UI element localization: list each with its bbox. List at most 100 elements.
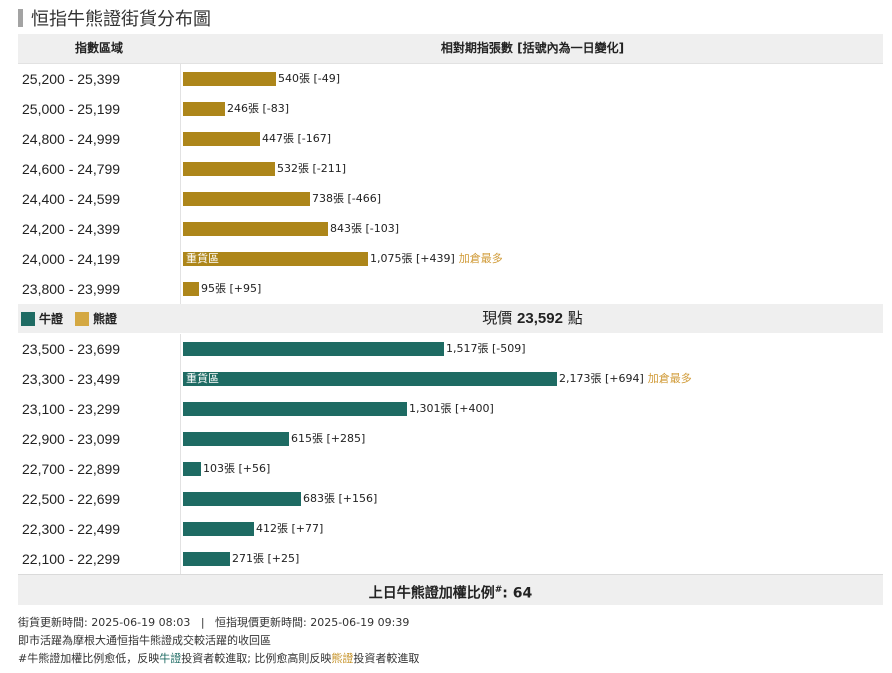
value-text: 412張 [+77] — [256, 522, 324, 535]
most-added-label: 加倉最多 — [647, 372, 692, 385]
range-label: 23,500 - 23,699 — [22, 341, 121, 357]
bear-bar[interactable] — [183, 192, 310, 206]
current-price-bar: 牛證 熊證 現價 23,592 點 — [18, 304, 883, 333]
range-label: 25,200 - 25,399 — [22, 71, 121, 87]
price-suffix: 點 — [567, 309, 583, 327]
bull-bar[interactable] — [183, 492, 301, 506]
value-label: 1,301張 [+400] — [409, 402, 494, 416]
bull-bar[interactable] — [183, 342, 444, 356]
price-prefix: 現價 — [482, 309, 513, 327]
value-text: 246張 [-83] — [227, 102, 290, 115]
bull-bar[interactable]: 重貨區 — [183, 372, 557, 386]
notes: 街貨更新時間: 2025-06-19 08:03 | 恒指現價更新時間: 202… — [18, 614, 419, 668]
note-ratio-c: 投資者較進取 — [353, 652, 420, 665]
bear-bar[interactable] — [183, 72, 276, 86]
note-ratio: #牛熊證加權比例愈低，反映牛證投資者較進取; 比例愈高則反映熊證投資者較進取 — [18, 650, 419, 668]
table-header: 指數區域 相對期指張數 [括號內為一日變化] — [18, 34, 883, 64]
value-label: 1,075張 [+439] 加倉最多 — [370, 252, 503, 266]
legend-bear-swatch — [75, 311, 90, 326]
bull-bar[interactable] — [183, 432, 289, 446]
range-label: 23,300 - 23,499 — [22, 371, 121, 387]
value-text: 540張 [-49] — [278, 72, 341, 85]
bear-bar[interactable]: 重貨區 — [183, 252, 368, 266]
note-ratio-bear: 熊證 — [331, 652, 354, 665]
bull-bar[interactable] — [183, 402, 407, 416]
bear-row: 24,000 - 24,199 重貨區 1,075張 [+439] 加倉最多 — [18, 244, 883, 274]
range-label: 22,100 - 22,299 — [22, 551, 121, 567]
value-label: 412張 [+77] — [256, 522, 323, 536]
bear-row: 24,200 - 24,399 843張 [-103] — [18, 214, 883, 244]
bear-bar[interactable] — [183, 162, 275, 176]
column-divider — [180, 514, 181, 544]
range-label: 24,800 - 24,999 — [22, 131, 121, 147]
value-text: 1,301張 [+400] — [409, 402, 494, 415]
value-text: 271張 [+25] — [232, 552, 300, 565]
value-label: 843張 [-103] — [330, 222, 399, 236]
most-added-label: 加倉最多 — [458, 252, 503, 265]
header-quantity: 相對期指張數 [括號內為一日變化] — [440, 41, 625, 55]
value-label: 540張 [-49] — [278, 72, 340, 86]
heavy-zone-label: 重貨區 — [186, 372, 219, 385]
weighted-ratio-label: 上日牛熊證加權比例 — [368, 585, 495, 602]
weighted-ratio: 上日牛熊證加權比例#: 64 — [18, 574, 883, 605]
value-label: 2,173張 [+694] 加倉最多 — [559, 372, 692, 386]
bear-bar[interactable] — [183, 132, 260, 146]
column-divider — [180, 154, 181, 184]
range-label: 24,200 - 24,399 — [22, 221, 121, 237]
note-ratio-b: 投資者較進取; 比例愈高則反映 — [181, 652, 332, 665]
bear-row: 23,800 - 23,999 95張 [+95] — [18, 274, 883, 304]
column-divider — [180, 484, 181, 514]
bull-bar[interactable] — [183, 522, 254, 536]
value-label: 95張 [+95] — [201, 282, 261, 296]
bear-row: 25,200 - 25,399 540張 [-49] — [18, 64, 883, 94]
bear-row: 24,800 - 24,999 447張 [-167] — [18, 124, 883, 154]
column-divider — [180, 394, 181, 424]
bear-bar[interactable] — [183, 102, 225, 116]
value-label: 615張 [+285] — [291, 432, 365, 446]
value-text: 615張 [+285] — [291, 432, 366, 445]
bear-bar[interactable] — [183, 282, 199, 296]
bull-row: 22,500 - 22,699 683張 [+156] — [18, 484, 883, 514]
note-ratio-a: #牛熊證加權比例愈低，反映 — [18, 652, 160, 665]
note-active: 即市活躍為摩根大通恒指牛熊證成交較活躍的收回區 — [18, 634, 271, 647]
value-label: 738張 [-466] — [312, 192, 381, 206]
value-text: 843張 [-103] — [330, 222, 400, 235]
value-text: 2,173張 [+694] — [559, 372, 644, 385]
bull-bar[interactable] — [183, 462, 201, 476]
bull-row: 22,300 - 22,499 412張 [+77] — [18, 514, 883, 544]
value-text: 738張 [-466] — [312, 192, 382, 205]
bull-bar[interactable] — [183, 552, 230, 566]
header-range: 指數區域 — [74, 41, 123, 55]
value-label: 103張 [+56] — [203, 462, 270, 476]
range-label: 23,100 - 23,299 — [22, 401, 121, 417]
legend-bull-swatch — [21, 311, 35, 326]
column-divider — [180, 244, 181, 274]
title-marker — [18, 9, 23, 27]
weighted-ratio-value: : 64 — [502, 585, 533, 602]
value-label: 246張 [-83] — [227, 102, 289, 116]
column-divider — [180, 424, 181, 454]
column-divider — [180, 124, 181, 154]
column-divider — [180, 64, 181, 94]
current-price: 現價 23,592 點 — [182, 304, 883, 333]
value-label: 532張 [-211] — [277, 162, 346, 176]
value-label: 1,517張 [-509] — [446, 342, 526, 356]
value-text: 447張 [-167] — [262, 132, 332, 145]
bear-row: 24,400 - 24,599 738張 [-466] — [18, 184, 883, 214]
note-update-time: 街貨更新時間: 2025-06-19 08:03 | 恒指現價更新時間: 202… — [18, 616, 410, 629]
bull-row: 22,100 - 22,299 271張 [+25] — [18, 544, 883, 574]
range-label: 22,900 - 23,099 — [22, 431, 121, 447]
bear-bar[interactable] — [183, 222, 328, 236]
bear-row: 25,000 - 25,199 246張 [-83] — [18, 94, 883, 124]
column-divider — [180, 94, 181, 124]
value-text: 532張 [-211] — [277, 162, 347, 175]
value-text: 95張 [+95] — [201, 282, 262, 295]
range-label: 24,000 - 24,199 — [22, 251, 121, 267]
value-text: 1,517張 [-509] — [446, 342, 526, 355]
range-label: 24,400 - 24,599 — [22, 191, 121, 207]
legend: 牛證 熊證 — [21, 304, 117, 333]
value-text: 1,075張 [+439] — [370, 252, 455, 265]
heavy-zone-label: 重貨區 — [186, 252, 219, 265]
column-divider — [180, 274, 181, 304]
value-text: 103張 [+56] — [203, 462, 271, 475]
